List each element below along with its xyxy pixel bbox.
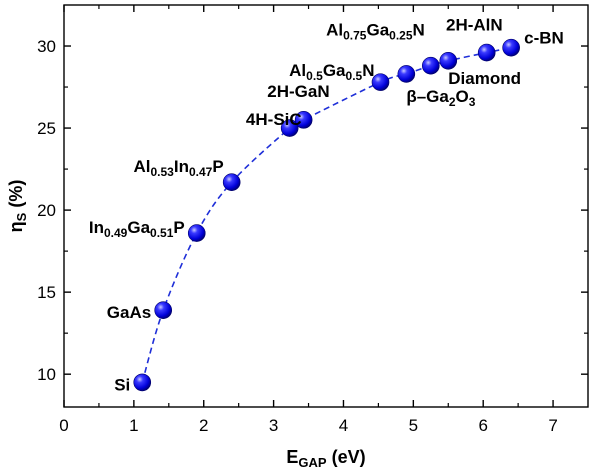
x-tick-label: 1 — [129, 416, 138, 435]
plot-border — [63, 4, 589, 408]
point-label: Al0.53In0.47P — [134, 157, 224, 179]
point-label: c-BN — [524, 29, 564, 48]
point-label: In0.49Ga0.51P — [89, 218, 185, 240]
point-label: β–Ga2O3 — [406, 87, 475, 109]
point-label: Diamond — [448, 69, 521, 88]
x-tick-label: 4 — [339, 416, 348, 435]
data-point — [222, 173, 241, 192]
x-tick-label: 2 — [199, 416, 208, 435]
data-points — [133, 38, 520, 392]
axis-ticks: 0 1 2 3 4 5 6 7 10 15 20 25 30 — [37, 5, 588, 435]
data-point — [477, 43, 496, 62]
y-tick-label: 10 — [37, 365, 56, 384]
y-tick-label: 25 — [37, 119, 56, 138]
data-point — [371, 73, 390, 91]
point-label: Al0.75Ga0.25N — [326, 21, 425, 43]
point-label: 4H-SiC — [246, 110, 302, 129]
x-tick-label: 5 — [409, 416, 418, 435]
data-point — [439, 51, 458, 70]
point-label: 2H-GaN — [267, 82, 329, 101]
y-tick-label: 20 — [37, 201, 56, 220]
x-tick-label: 0 — [59, 416, 68, 435]
point-label: Si — [114, 375, 130, 394]
x-tick-label: 7 — [548, 416, 557, 435]
point-labels: Si GaAs In0.49Ga0.51P Al0.53In0.47P 4H-SiC 2H… — [89, 16, 564, 395]
data-point — [154, 301, 173, 319]
x-tick-label: 3 — [269, 416, 278, 435]
x-tick-label: 6 — [478, 416, 487, 435]
data-point — [397, 65, 416, 83]
data-point — [187, 224, 206, 242]
data-point — [294, 111, 313, 129]
point-label: GaAs — [107, 303, 151, 322]
data-point — [421, 56, 440, 75]
point-label: Al0.5Ga0.5N — [289, 61, 374, 83]
y-tick-label: 30 — [37, 37, 56, 56]
data-point — [133, 373, 152, 392]
y-axis-title: ηS (%) — [6, 180, 29, 233]
x-axis-title: EGAP (eV) — [286, 447, 365, 470]
point-label: 2H-AlN — [446, 16, 503, 35]
y-tick-label: 15 — [37, 283, 56, 302]
data-point — [280, 119, 299, 137]
plot-frame — [63, 4, 589, 408]
axis-titles: EGAP (eV) ηS (%) — [6, 180, 366, 470]
data-point — [502, 38, 520, 57]
